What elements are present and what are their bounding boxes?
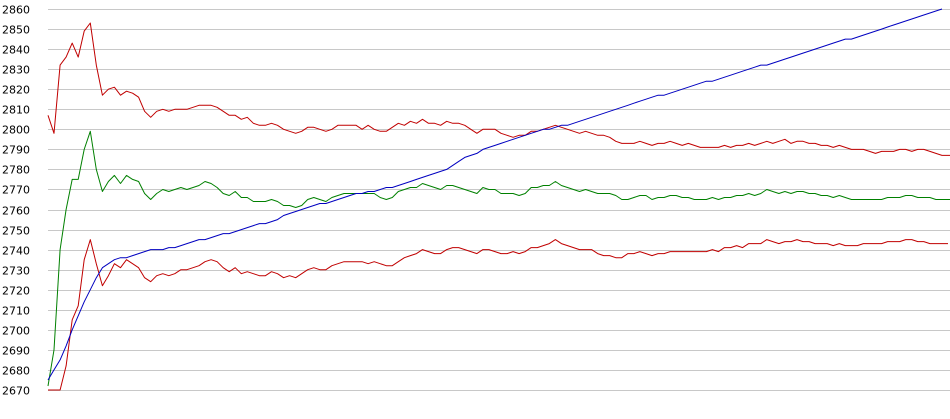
series-line-1 bbox=[47, 22, 950, 156]
y-tick-label-2670: 2670 bbox=[2, 385, 30, 398]
y-tick-label-2680: 2680 bbox=[2, 365, 30, 378]
y-tick-label-2710: 2710 bbox=[2, 305, 30, 318]
y-tick-label-2750: 2750 bbox=[2, 225, 30, 238]
y-tick-label-2730: 2730 bbox=[2, 265, 30, 278]
y-tick-label-2790: 2790 bbox=[2, 144, 30, 157]
y-tick-label-2690: 2690 bbox=[2, 345, 30, 358]
y-tick-label-2840: 2840 bbox=[2, 44, 30, 57]
y-tick-label-2760: 2760 bbox=[2, 205, 30, 218]
y-tick-label-2720: 2720 bbox=[2, 285, 30, 298]
series-line-2 bbox=[47, 130, 950, 387]
y-tick-label-2770: 2770 bbox=[2, 184, 30, 197]
series-line-3 bbox=[48, 239, 948, 391]
y-tick-label-2740: 2740 bbox=[2, 245, 30, 258]
y-tick-label-2830: 2830 bbox=[2, 64, 30, 77]
y-axis-ticks: 2670 2680 2690 2700 2710 2720 2730 2740 2750 2760… bbox=[2, 4, 30, 398]
y-tick-label-2850: 2850 bbox=[2, 24, 30, 37]
gridlines bbox=[48, 9, 950, 391]
y-tick-label-2800: 2800 bbox=[2, 124, 30, 137]
y-tick-label-2860: 2860 bbox=[2, 4, 30, 17]
y-tick-label-2820: 2820 bbox=[2, 84, 30, 97]
y-tick-label-2780: 2780 bbox=[2, 164, 30, 177]
y-tick-label-2810: 2810 bbox=[2, 104, 30, 117]
series-lines bbox=[47, 8, 950, 391]
series-line-4 bbox=[47, 8, 943, 381]
y-tick-label-2700: 2700 bbox=[2, 325, 30, 338]
